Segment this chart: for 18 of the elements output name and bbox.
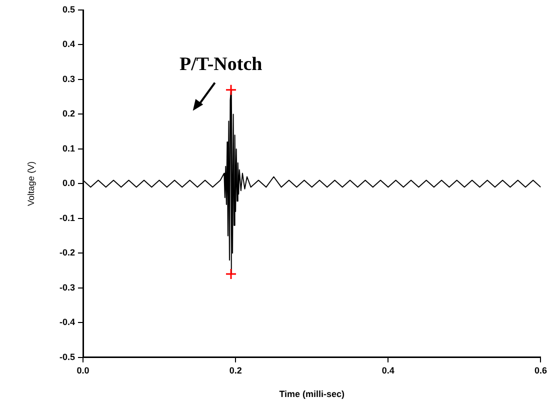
y-tick-label: 0.3 [62, 74, 75, 84]
x-tick-label: 0.4 [382, 365, 394, 376]
y-tick-label: 0.2 [62, 108, 75, 119]
y-tick-label: 0.4 [62, 39, 75, 50]
y-tick-label: 0.0 [62, 178, 75, 188]
y-tick-label: -0.2 [59, 248, 75, 258]
y-axis-title: Voltage (V) [26, 161, 36, 206]
y-tick-label: -0.4 [59, 317, 75, 328]
y-tick-label: -0.3 [59, 282, 75, 292]
x-axis-title: Time (milli-sec) [279, 389, 345, 400]
y-tick-label: -0.1 [59, 212, 75, 223]
y-tick-label: -0.5 [59, 352, 75, 362]
y-tick-label: 0.5 [62, 4, 75, 14]
x-tick-label: 0.0 [76, 365, 90, 376]
x-tick-label: 0.6 [534, 365, 547, 376]
x-tick-label: 0.2 [229, 365, 242, 376]
annotation: P/T-Notch [180, 54, 263, 76]
y-tick-label: 0.1 [62, 143, 75, 154]
